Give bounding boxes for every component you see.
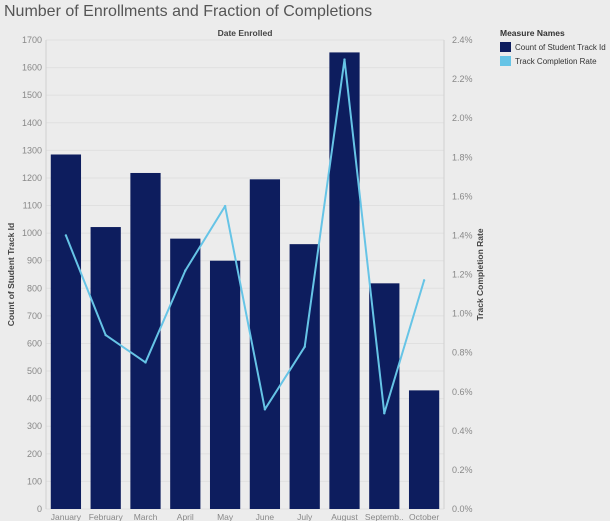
x-tick-5: June xyxy=(256,512,275,521)
x-tick-9: October xyxy=(409,512,439,521)
bar-7 xyxy=(329,52,360,510)
y-axis-title: Count of Student Track Id xyxy=(6,223,16,326)
y-tick-10: 1000 xyxy=(22,228,42,238)
legend-item-count[interactable]: Count of Student Track Id xyxy=(500,40,608,54)
y-tick-15: 1500 xyxy=(22,90,42,100)
top-axis-label: Date Enrolled xyxy=(218,28,273,38)
y-tick-12: 1200 xyxy=(22,173,42,183)
y2-tick-11: 2.2% xyxy=(452,74,473,84)
line-point-0 xyxy=(64,234,68,237)
y2-tick-8: 1.6% xyxy=(452,191,473,201)
y-tick-0: 0 xyxy=(37,504,42,514)
y-tick-8: 800 xyxy=(27,283,42,293)
y2-axis-title: Track Completion Rate xyxy=(475,228,485,320)
y-tick-6: 600 xyxy=(27,338,42,348)
line-point-3 xyxy=(184,269,187,272)
y2-tick-4: 0.8% xyxy=(452,348,473,358)
x-tick-8: Septemb.. xyxy=(365,512,404,521)
bar-9 xyxy=(408,390,440,509)
x-tick-3: April xyxy=(177,512,194,521)
y2-tick-3: 0.6% xyxy=(452,387,473,397)
x-tick-1: February xyxy=(89,512,124,521)
line-point-9 xyxy=(422,279,426,282)
y-tick-5: 500 xyxy=(27,366,42,376)
y-tick-14: 1400 xyxy=(22,118,42,128)
y-tick-9: 900 xyxy=(27,256,42,266)
y-tick-17: 1700 xyxy=(22,35,42,45)
line-point-2 xyxy=(144,361,147,364)
legend-label-rate: Track Completion Rate xyxy=(515,56,597,66)
x-tick-0: January xyxy=(51,512,82,521)
x-tick-2: March xyxy=(134,512,158,521)
bar-0 xyxy=(50,154,82,509)
y-tick-2: 200 xyxy=(27,449,42,459)
y-tick-7: 700 xyxy=(27,311,42,321)
legend-label-count: Count of Student Track Id xyxy=(515,42,606,52)
x-tick-6: July xyxy=(297,512,313,521)
x-tick-7: August xyxy=(331,512,358,521)
y2-tick-7: 1.4% xyxy=(452,230,473,240)
legend-line-swatch xyxy=(500,56,511,66)
line-point-5 xyxy=(263,408,267,411)
y-tick-3: 300 xyxy=(27,421,42,431)
y2-tick-9: 1.8% xyxy=(452,152,473,162)
legend-bar-swatch xyxy=(500,42,511,52)
legend: Measure Names Count of Student Track Id … xyxy=(500,28,608,68)
y2-tick-6: 1.2% xyxy=(452,270,473,280)
bar-1 xyxy=(90,227,121,510)
chart-title: Number of Enrollments and Fraction of Co… xyxy=(4,3,373,20)
y-tick-1: 100 xyxy=(27,476,42,486)
legend-title: Measure Names xyxy=(500,28,565,38)
bar-3 xyxy=(170,238,201,509)
line-point-1 xyxy=(104,333,107,337)
bar-4 xyxy=(209,260,241,509)
y-tick-13: 1300 xyxy=(22,145,42,155)
y2-tick-10: 2.0% xyxy=(452,113,473,123)
y2-tick-1: 0.2% xyxy=(452,465,473,475)
line-point-7 xyxy=(343,58,346,61)
bar-5 xyxy=(249,179,281,509)
line-point-4 xyxy=(223,204,227,208)
y2-tick-12: 2.4% xyxy=(452,35,473,45)
y2-tick-5: 1.0% xyxy=(452,309,473,319)
x-tick-4: May xyxy=(217,512,234,521)
y-tick-16: 1600 xyxy=(22,63,42,73)
line-point-8 xyxy=(383,412,386,415)
y2-tick-0: 0.0% xyxy=(452,504,473,514)
bar-2 xyxy=(130,172,161,510)
y-tick-11: 1100 xyxy=(23,201,42,211)
bar-6 xyxy=(289,244,320,509)
line-point-6 xyxy=(303,345,306,349)
y-tick-4: 400 xyxy=(27,394,42,404)
completion-rate-line xyxy=(64,58,426,415)
legend-item-rate[interactable]: Track Completion Rate xyxy=(500,54,608,68)
y2-tick-2: 0.4% xyxy=(452,426,473,436)
